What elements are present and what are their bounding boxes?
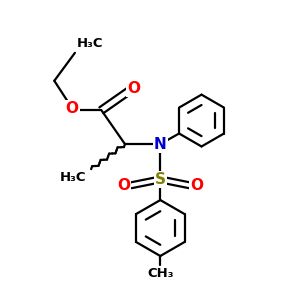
Text: N: N (154, 136, 167, 152)
Text: H₃C: H₃C (60, 172, 87, 184)
Text: O: O (127, 81, 140, 96)
Text: O: O (65, 101, 79, 116)
Text: O: O (117, 178, 130, 193)
Text: H₃C: H₃C (76, 37, 103, 50)
Text: CH₃: CH₃ (147, 267, 174, 280)
Text: S: S (155, 172, 166, 187)
Text: O: O (190, 178, 204, 193)
